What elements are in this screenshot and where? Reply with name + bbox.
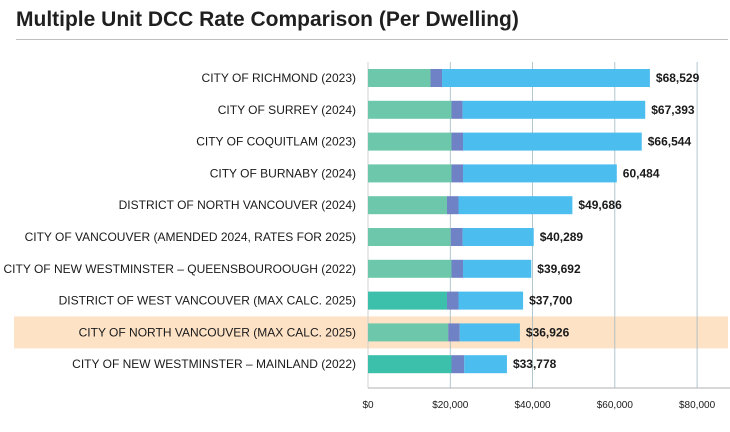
value-label: $66,544 <box>648 135 692 149</box>
bar-segment-1 <box>368 132 452 151</box>
x-tick-label: $60,000 <box>597 400 634 411</box>
bar-segment-2 <box>450 228 463 246</box>
category-label: CITY OF COQUITLAM (2023) <box>196 135 356 149</box>
category-label: CITY OF NEW WESTMINSTER – QUEENSBOUROOUG… <box>4 262 357 276</box>
value-label: $36,926 <box>526 325 570 339</box>
bar-segment-1 <box>368 323 449 342</box>
value-label: $33,778 <box>513 357 557 371</box>
category-label: CITY OF BURNABY (2024) <box>210 166 356 180</box>
value-label: $49,686 <box>578 198 622 212</box>
bar-segment-2 <box>451 132 464 151</box>
bar-segment-3 <box>442 69 650 87</box>
bar-segment-2 <box>451 259 464 278</box>
x-tick-label: $20,000 <box>432 400 469 411</box>
bar-segment-2 <box>446 196 459 215</box>
category-label: DISTRICT OF WEST VANCOUVER (MAX CALC. 20… <box>59 294 356 308</box>
category-label: CITY OF NEW WESTMINSTER – MAINLAND (2022… <box>72 357 356 371</box>
value-label: 60,484 <box>623 166 660 180</box>
value-label: $68,529 <box>656 71 700 85</box>
category-label: DISTRICT OF NORTH VANCOUVER (2024) <box>119 198 356 212</box>
category-label: CITY OF VANCOUVER (AMENDED 2024, RATES F… <box>25 230 356 244</box>
bar-segment-1 <box>368 196 447 215</box>
bar-segment-3 <box>458 196 573 215</box>
bar-segment-3 <box>463 132 642 151</box>
bar-segment-2 <box>446 291 459 310</box>
bar-segment-3 <box>459 323 520 342</box>
category-label: CITY OF RICHMOND (2023) <box>202 71 356 85</box>
value-label: $67,393 <box>651 103 695 117</box>
category-label: CITY OF NORTH VANCOUVER (MAX CALC. 2025) <box>79 325 356 339</box>
bar-segment-2 <box>451 164 464 183</box>
x-tick-label: $0 <box>362 400 374 411</box>
bar-segment-3 <box>462 100 646 119</box>
bar-segment-3 <box>462 228 534 246</box>
bar-segment-1 <box>368 259 452 278</box>
category-label: CITY OF SURREY (2024) <box>218 103 356 117</box>
x-tick-label: $80,000 <box>679 400 716 411</box>
bar-segment-2 <box>430 69 443 87</box>
bar-segment-1 <box>368 164 452 183</box>
bar-segment-3 <box>463 164 617 183</box>
bar-segment-2 <box>451 355 465 374</box>
bar-segment-2 <box>451 100 463 119</box>
bar-segment-1 <box>368 228 451 246</box>
bar-segment-1 <box>368 69 431 87</box>
bar-segment-2 <box>448 323 460 342</box>
bar-segment-1 <box>368 355 452 374</box>
x-tick-label: $40,000 <box>514 400 551 411</box>
bar-segment-3 <box>464 355 507 374</box>
value-label: $40,289 <box>540 230 584 244</box>
chart-title: Multiple Unit DCC Rate Comparison (Per D… <box>16 8 519 31</box>
bar-segment-1 <box>368 100 452 119</box>
bar-segment-3 <box>463 259 532 278</box>
title-divider <box>16 39 728 40</box>
bar-segment-3 <box>458 291 524 310</box>
bar-segment-1 <box>368 291 447 310</box>
value-label: $39,692 <box>537 262 581 276</box>
value-label: $37,700 <box>529 294 573 308</box>
